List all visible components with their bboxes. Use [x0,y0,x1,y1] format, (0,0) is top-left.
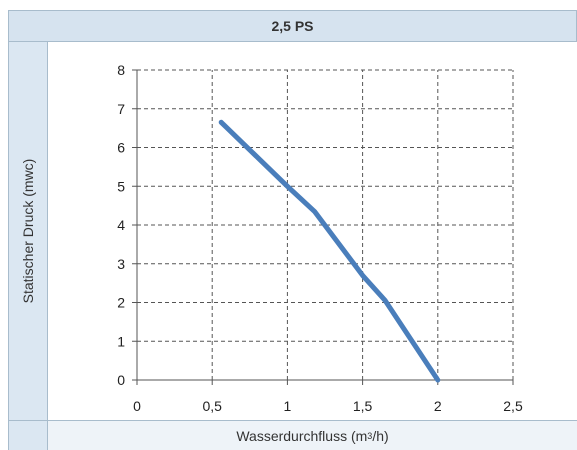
y-tick-label-8: 8 [117,62,125,78]
plot-area-cell [48,42,577,420]
x-axis-label: Wasserdurchfluss (m 3/h) [48,420,577,450]
x-axis-label-superscript: 3 [367,430,373,441]
x-tick-label-5: 2,5 [503,398,523,414]
footer-left-cell [8,420,48,450]
x-tick-label-1: 0,5 [202,398,222,414]
x-tick-label-2: 1 [284,398,292,414]
x-axis-label-suffix: /h) [372,427,389,444]
y-tick-label-5: 5 [117,178,125,194]
y-tick-label-3: 3 [117,256,125,272]
y-tick-label-7: 7 [117,101,125,117]
x-tick-label-3: 1,5 [353,398,373,414]
x-tick-label-4: 2 [434,398,442,414]
x-tick-label-0: 0 [133,398,141,414]
y-tick-label-2: 2 [117,295,125,311]
chart-title: 2,5 PS [8,10,577,42]
y-tick-label-0: 0 [117,372,125,388]
y-tick-label-1: 1 [117,333,125,349]
x-axis-label-prefix: Wasserdurchfluss (m [236,427,368,444]
y-tick-label-4: 4 [117,217,125,233]
series-line-0 [218,119,441,383]
y-tick-label-6: 6 [117,140,125,156]
y-axis-label-cell: Statischer Druck (mwc) [8,42,48,420]
